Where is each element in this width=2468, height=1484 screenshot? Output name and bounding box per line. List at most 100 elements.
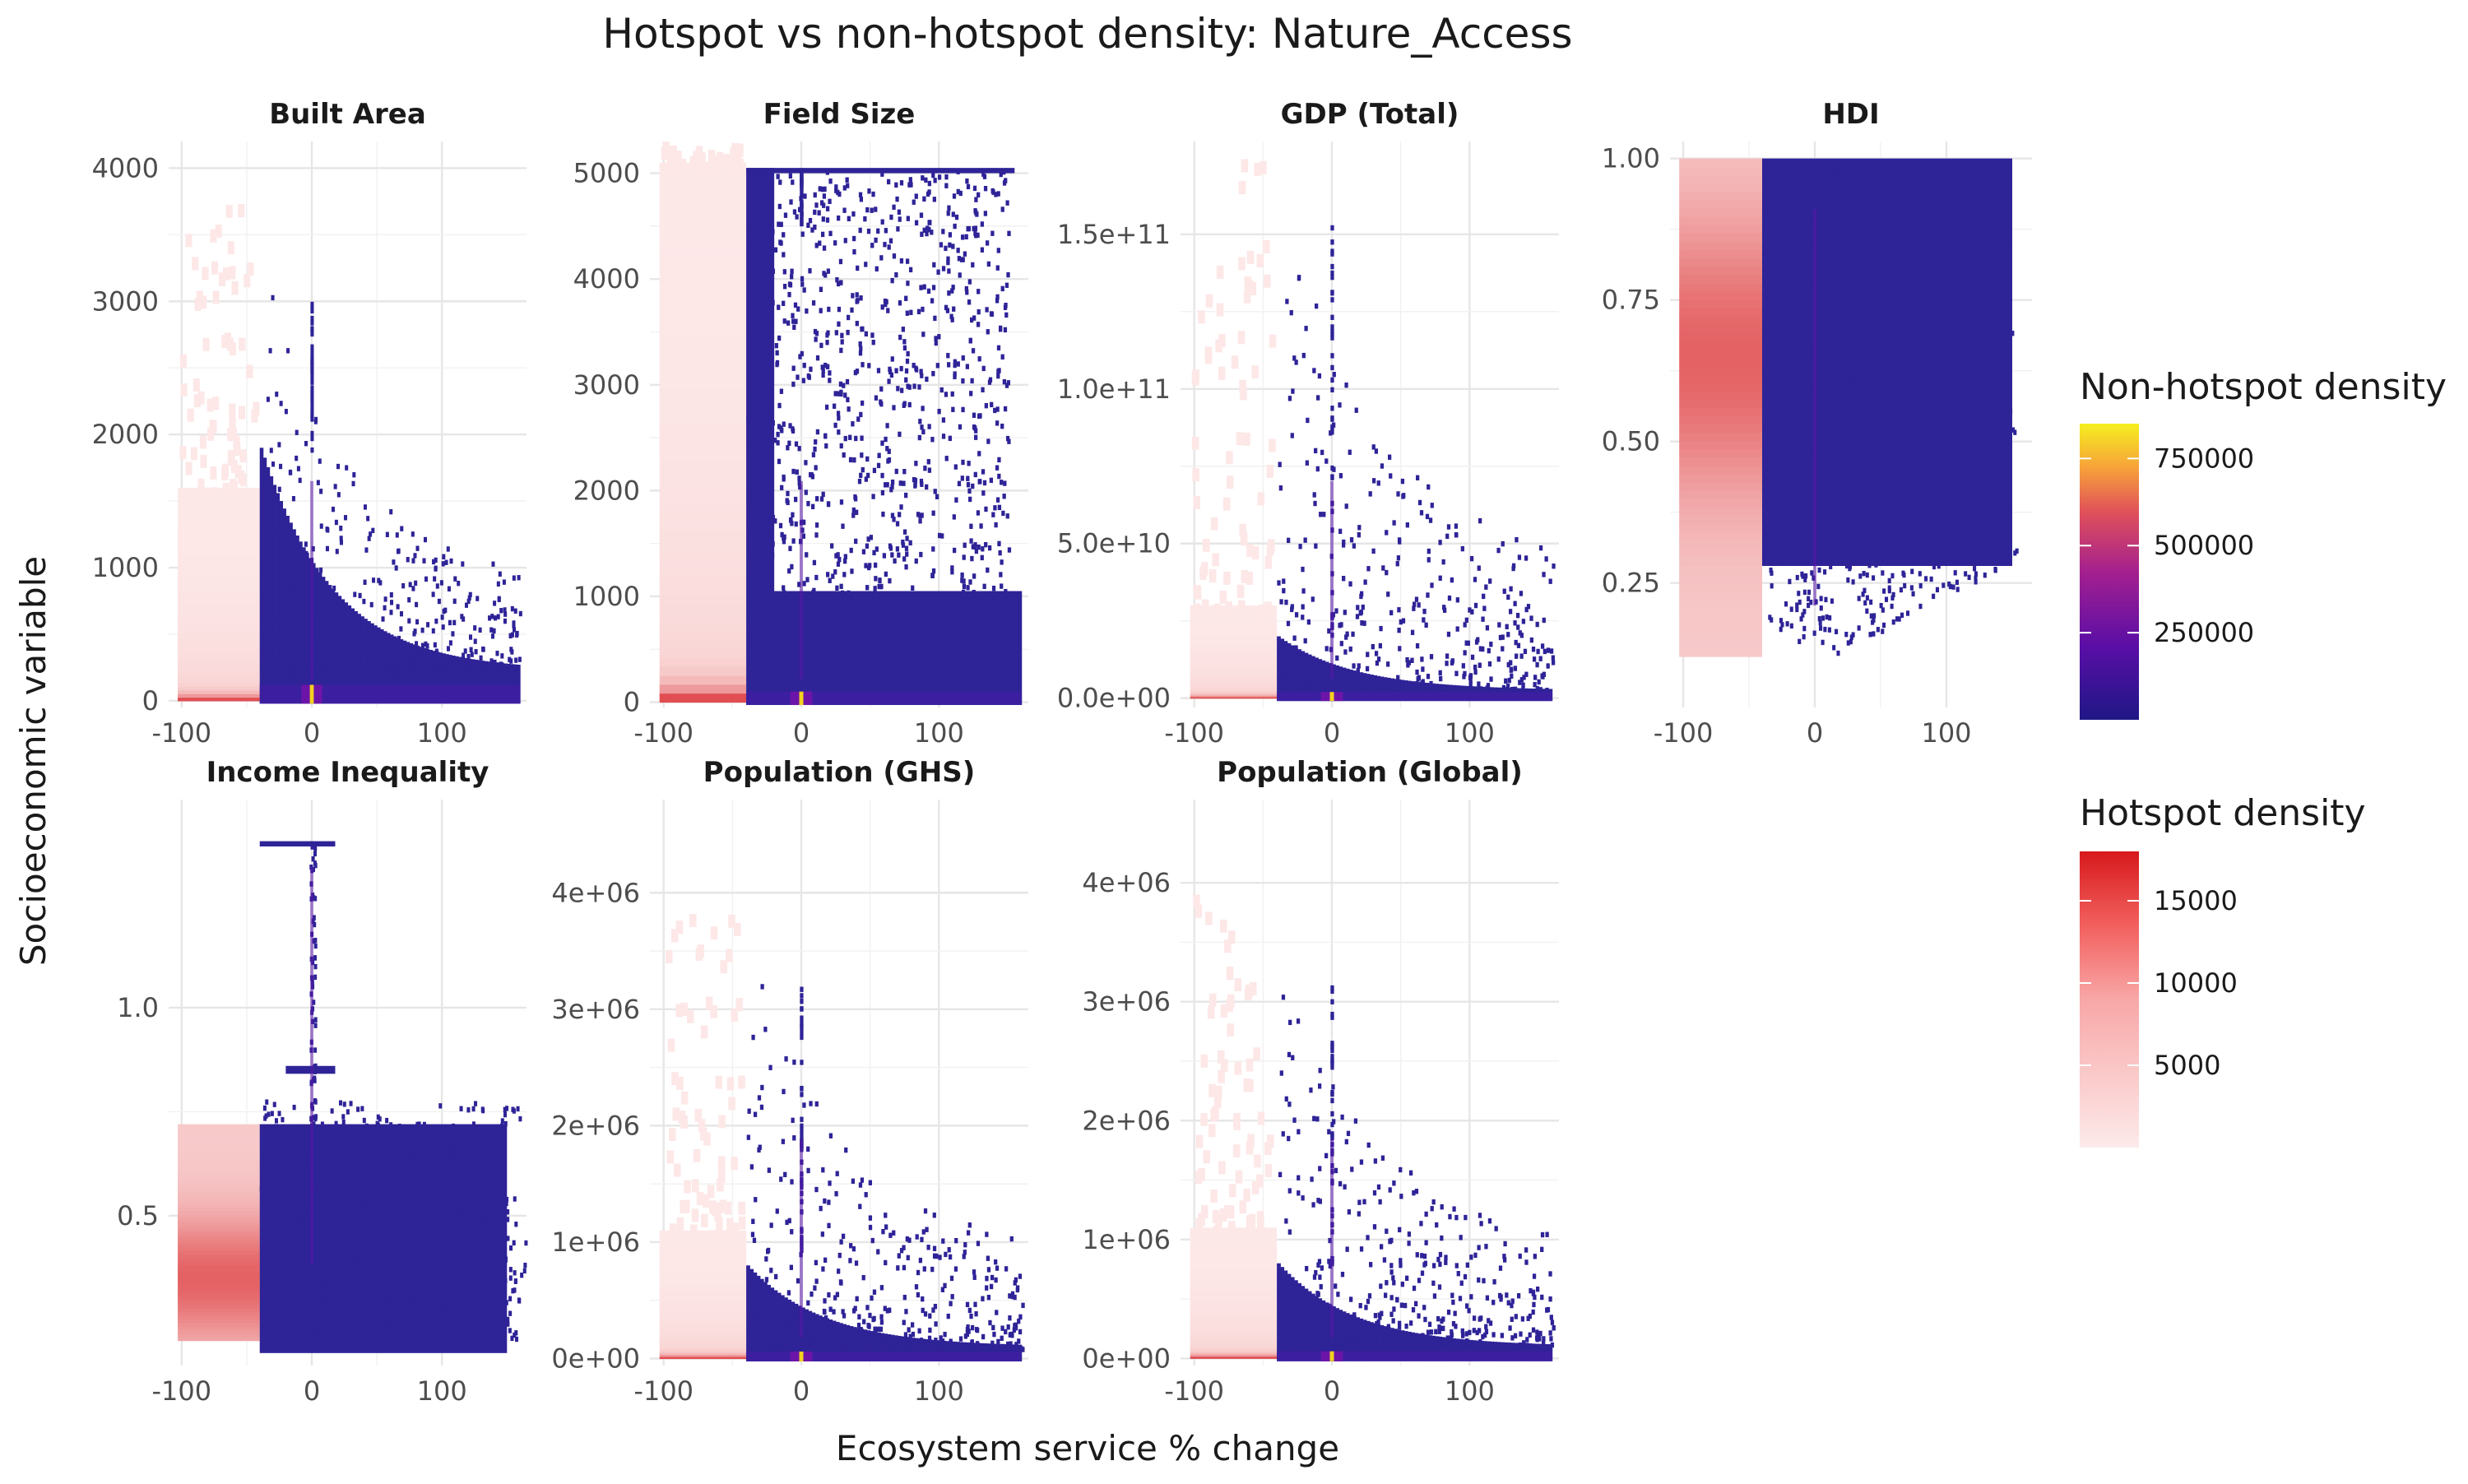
hotspot-bin [200, 435, 206, 448]
nonhotspot-bin [1982, 536, 1985, 540]
nonhotspot-bin [466, 1307, 469, 1312]
nonhotspot-bin [434, 1152, 437, 1157]
nonhotspot-bin [770, 206, 773, 211]
nonhotspot-bin [335, 1233, 338, 1238]
nonhotspot-bin [1822, 309, 1825, 314]
nonhotspot-bin [1918, 571, 1922, 576]
hotspot-bin [660, 424, 746, 434]
nonhotspot-bin [373, 1331, 377, 1336]
nonhotspot-bin [1524, 649, 1527, 654]
nonhotspot-bin [383, 1176, 387, 1181]
nonhotspot-bin [1953, 316, 1956, 321]
nonhotspot-bin [458, 1190, 462, 1195]
nonhotspot-bin [397, 636, 401, 641]
nonhotspot-bin [438, 1159, 442, 1164]
nonhotspot-bin [355, 1305, 358, 1310]
nonhotspot-bin [493, 628, 496, 633]
nonhotspot-bin [837, 216, 840, 220]
nonhotspot-bin [1362, 605, 1365, 610]
nonhotspot-bin [270, 1166, 273, 1171]
nonhotspot-bin [1519, 653, 1523, 658]
nonhotspot-bin [362, 1268, 365, 1273]
nonhotspot-bin [476, 1297, 480, 1302]
nonhotspot-bin [409, 1297, 412, 1302]
nonhotspot-bin [489, 1278, 493, 1283]
nonhotspot-bin [1969, 293, 1973, 298]
nonhotspot-bin [746, 692, 1022, 705]
nonhotspot-bin [840, 499, 843, 504]
nonhotspot-bin [1350, 537, 1353, 542]
nonhotspot-bin [919, 285, 922, 290]
nonhotspot-bin [1359, 594, 1362, 599]
hotspot-bin [732, 146, 740, 160]
nonhotspot-bin [984, 211, 987, 216]
y-tick-label: 0.50 [1602, 426, 1660, 457]
nonhotspot-bin [271, 461, 275, 466]
nonhotspot-bin [429, 1335, 433, 1340]
nonhotspot-bin [306, 1155, 309, 1160]
nonhotspot-bin [1793, 234, 1796, 239]
hotspot-bin [227, 428, 234, 441]
nonhotspot-bin [881, 490, 884, 495]
nonhotspot-bin [318, 1126, 321, 1131]
nonhotspot-bin [1847, 495, 1850, 500]
nonhotspot-bin [1890, 531, 1894, 536]
hotspot-bin [1227, 475, 1234, 489]
nonhotspot-bin [1806, 516, 1809, 521]
nonhotspot-bin [350, 1315, 353, 1319]
nonhotspot-bin [272, 1190, 276, 1194]
nonhotspot-bin [447, 546, 450, 551]
nonhotspot-bin [898, 591, 902, 705]
nonhotspot-bin [1785, 540, 1788, 545]
nonhotspot-bin [1797, 547, 1800, 552]
nonhotspot-bin [947, 206, 950, 211]
nonhotspot-bin [473, 625, 476, 630]
nonhotspot-bin [1876, 488, 1879, 493]
nonhotspot-bins [260, 295, 522, 704]
nonhotspot-bin [872, 340, 875, 345]
nonhotspot-bin [353, 1217, 356, 1222]
nonhotspot-bin [844, 554, 847, 559]
nonhotspot-bin [1536, 622, 1539, 627]
hotspot-bin [1202, 600, 1209, 613]
nonhotspot-bin [382, 1241, 385, 1245]
nonhotspot-bin [974, 210, 977, 215]
nonhotspot-bin [944, 183, 948, 188]
nonhotspot-bin [1840, 540, 1844, 545]
nonhotspot-bin [508, 633, 512, 638]
nonhotspot-bin [851, 211, 855, 216]
nonhotspot-bin [1825, 181, 1829, 186]
nonhotspot-bin [332, 1235, 335, 1240]
hotspot-bin [178, 1143, 260, 1147]
nonhotspot-bin [407, 619, 411, 624]
hotspot-bin [1679, 407, 1762, 416]
nonhotspot-bin [421, 643, 424, 648]
hotspot-bin [1679, 441, 1762, 450]
nonhotspot-bin [986, 329, 990, 334]
nonhotspot-bin [947, 211, 950, 216]
nonhotspot-bin [276, 530, 279, 535]
nonhotspot-bin [1898, 616, 1901, 621]
nonhotspot-bin [972, 573, 976, 578]
nonhotspot-bin [925, 485, 928, 489]
nonhotspot-bin [1790, 526, 1793, 531]
nonhotspot-bin [895, 469, 898, 474]
nonhotspot-bin [1330, 324, 1334, 329]
nonhotspot-bin [880, 591, 884, 705]
nonhotspot-bin [308, 1295, 312, 1300]
hotspot-bin [178, 566, 260, 570]
nonhotspot-bin [800, 221, 803, 226]
hotspot-bin [660, 594, 746, 604]
nonhotspot-bin [411, 654, 415, 659]
nonhotspot-bin [1847, 640, 1850, 645]
nonhotspot-bin [885, 423, 888, 428]
hotspot-bin [1192, 369, 1199, 383]
nonhotspot-bin [995, 406, 999, 411]
nonhotspot-bin [758, 213, 762, 218]
nonhotspot-bin [1809, 166, 1812, 171]
hotspot-bin [660, 451, 746, 461]
nonhotspot-bin [1785, 189, 1788, 194]
nonhotspot-bin [1968, 495, 1971, 500]
nonhotspot-bin [1366, 566, 1370, 571]
nonhotspot-bin [310, 328, 313, 333]
